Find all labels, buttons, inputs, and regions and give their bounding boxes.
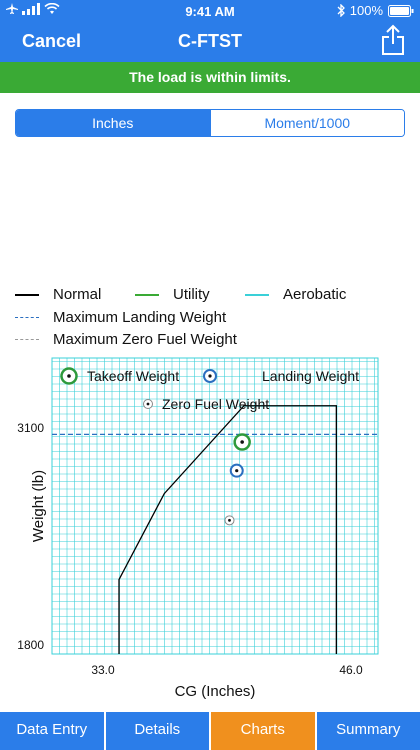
legend-max-zero-fuel-label: Maximum Zero Fuel Weight xyxy=(53,331,237,348)
segment-moment[interactable]: Moment/1000 xyxy=(209,110,404,136)
legend-max-landing: Maximum Landing Weight xyxy=(15,309,226,326)
normal-envelope-line xyxy=(118,405,337,654)
legend-utility-label: Utility xyxy=(173,286,210,303)
y-tick-top: 3100 xyxy=(17,421,44,435)
y-axis-label: Weight (lb) xyxy=(30,470,47,542)
airplane-mode-icon xyxy=(6,3,18,14)
zero-fuel-weight-point-center xyxy=(228,518,231,522)
units-segmented-control: Inches Moment/1000 xyxy=(15,109,405,137)
legend: Normal Utility Aerobatic xyxy=(15,286,415,303)
zero-fuel-legend-label: Zero Fuel Weight xyxy=(162,396,269,412)
takeoff-weight-point-center xyxy=(240,440,244,444)
battery-percent: 100% xyxy=(349,3,383,18)
legend-utility: Utility xyxy=(135,286,245,303)
y-tick-bottom: 1800 xyxy=(17,638,44,652)
legend-max-zero-fuel-swatch xyxy=(15,339,39,340)
landing-legend-label: Landing Weight xyxy=(262,368,359,384)
limits-status-banner: The load is within limits. xyxy=(0,62,420,93)
bluetooth-icon xyxy=(337,4,345,17)
x-axis-label: CG (Inches) xyxy=(175,683,256,700)
legend-max-landing-label: Maximum Landing Weight xyxy=(53,309,227,326)
cg-points xyxy=(224,433,251,526)
takeoff-legend-dot xyxy=(67,374,71,378)
cellular-signal-icon xyxy=(22,3,40,15)
tab-charts[interactable]: Charts xyxy=(211,712,315,750)
landing-weight-point-center xyxy=(235,469,239,473)
x-tick-left: 33.0 xyxy=(91,663,115,677)
tab-data-entry[interactable]: Data Entry xyxy=(0,712,104,750)
legend-aerobatic: Aerobatic xyxy=(245,286,346,303)
status-time: 9:41 AM xyxy=(185,4,235,19)
status-bar: 9:41 AM 100% xyxy=(0,0,420,22)
navigation-bar: Cancel C-FTST xyxy=(0,22,420,62)
legend-max-zero-fuel: Maximum Zero Fuel Weight xyxy=(15,331,237,348)
zero-fuel-legend-dot xyxy=(146,402,150,406)
legend-max-landing-swatch xyxy=(15,317,39,318)
legend-utility-swatch xyxy=(135,293,159,296)
tab-bar: Data Entry Details Charts Summary xyxy=(0,712,420,750)
legend-aerobatic-swatch xyxy=(245,293,269,296)
legend-normal-swatch xyxy=(15,293,39,296)
tab-details[interactable]: Details xyxy=(105,712,209,750)
x-tick-right: 46.0 xyxy=(339,663,363,677)
segment-inches[interactable]: Inches xyxy=(16,110,210,136)
cancel-button[interactable]: Cancel xyxy=(22,31,82,51)
legend-normal-label: Normal xyxy=(53,286,102,303)
wifi-icon xyxy=(44,3,60,14)
landing-legend-dot xyxy=(208,374,212,378)
plot-frame xyxy=(51,357,379,655)
marker-legend: Takeoff Weight Landing Weight Zero Fuel … xyxy=(60,367,359,412)
signal-indicators xyxy=(6,3,60,15)
status-right: 100% xyxy=(337,3,414,18)
takeoff-legend-label: Takeoff Weight xyxy=(87,368,179,384)
share-icon[interactable] xyxy=(380,24,406,56)
legend-normal: Normal xyxy=(15,286,135,303)
chart-grid xyxy=(51,358,378,655)
battery-icon xyxy=(388,4,414,17)
tab-summary[interactable]: Summary xyxy=(316,712,420,750)
weight-balance-chart: Takeoff Weight Landing Weight Zero Fuel … xyxy=(17,357,379,700)
legend-aerobatic-label: Aerobatic xyxy=(283,286,347,303)
